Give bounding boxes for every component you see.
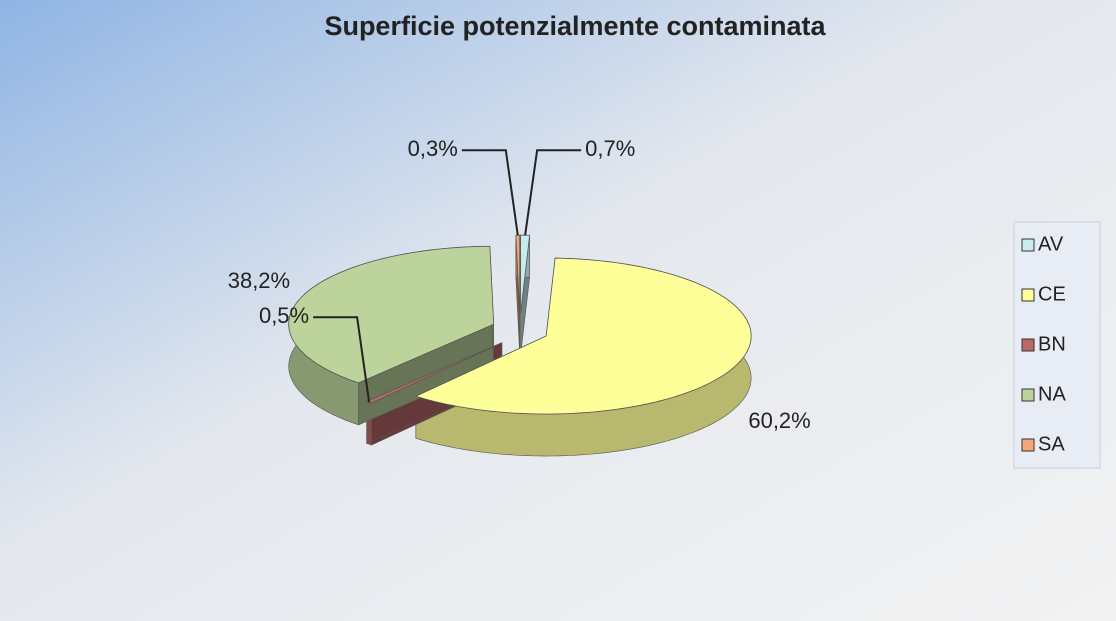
legend-swatch xyxy=(1021,288,1035,302)
leader-line xyxy=(313,316,371,403)
data-label: 60,2% xyxy=(748,408,810,433)
leader-line xyxy=(524,149,582,236)
data-label: 38,2% xyxy=(228,268,290,293)
chart-title: Superficie potenzialmente contaminata xyxy=(324,11,826,41)
legend-label: NA xyxy=(1038,383,1066,405)
legend-swatch xyxy=(1021,438,1035,452)
legend-label: BN xyxy=(1038,333,1066,355)
legend-swatch xyxy=(1021,388,1035,402)
data-label: 0,5% xyxy=(259,303,309,328)
leader-line xyxy=(461,149,519,236)
legend-label: CE xyxy=(1038,283,1066,305)
legend-label: SA xyxy=(1038,433,1065,455)
legend-label: AV xyxy=(1038,233,1064,255)
legend-swatch xyxy=(1021,238,1035,252)
legend-swatch xyxy=(1021,338,1035,352)
slice xyxy=(288,245,495,384)
data-label: 0,7% xyxy=(585,136,635,161)
slice xyxy=(414,257,752,415)
data-label: 0,3% xyxy=(408,136,458,161)
